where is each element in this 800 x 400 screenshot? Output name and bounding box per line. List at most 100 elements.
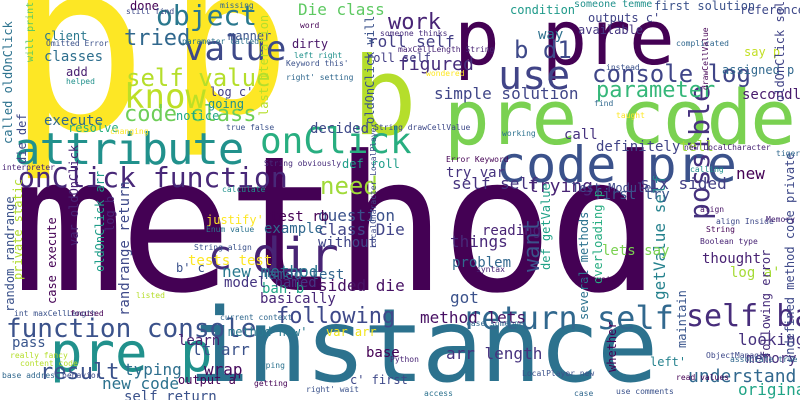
word-roll-self-small: roll self (366, 51, 432, 65)
word-log-a: log a' (730, 265, 781, 281)
word-client: client (44, 29, 88, 43)
word-function-console: function console (6, 314, 257, 344)
word-return-self: return self (462, 299, 674, 337)
word-tried: tried (124, 26, 191, 51)
word-true-false: true false (226, 123, 275, 132)
word-output-a: output a' (178, 373, 244, 387)
word-definitely: definitely (596, 139, 681, 155)
word-die-class: Die class (298, 0, 385, 19)
word-drawcellvalue: drawCellValue (701, 27, 710, 90)
word-wondered: wondered (426, 69, 465, 78)
word-without: without (318, 235, 378, 251)
word-private-static: private static (11, 178, 25, 280)
word-read-values: read values (676, 373, 729, 382)
word-changing: changing (110, 127, 149, 136)
word-left: left' (650, 355, 687, 369)
word-calculate: calculate (222, 185, 266, 194)
word-class-die: class Die (318, 220, 405, 239)
word-error-keyword: Error Keyword (446, 155, 509, 164)
word-associate-true: associate true (730, 355, 798, 364)
word-right-wait: right' wait (306, 385, 359, 394)
word-string-obviously: String obviously (264, 159, 342, 168)
word-basically: basically (260, 291, 336, 307)
word-instance: instance (188, 287, 658, 400)
word-lt-arr: lt arr (192, 340, 250, 359)
word-typing-small: typing (256, 361, 285, 370)
word-p-large: p (6, 0, 149, 185)
word-wrap: wrap (204, 360, 243, 379)
word-current-context: current context (220, 313, 293, 322)
word-helped: helped (66, 77, 95, 86)
word-assigned-p: assigned p (722, 63, 795, 77)
word-calling: calling (690, 165, 724, 174)
word-base: base (366, 345, 400, 361)
word-die-def: die def (15, 113, 29, 164)
word-var-arr: var arr (326, 325, 377, 339)
word-understand: understand (688, 366, 797, 387)
word-done: done (130, 0, 159, 13)
word-following-error: following error (759, 249, 773, 358)
word-problem: problem (452, 255, 512, 271)
word-method-lets: method lets (420, 308, 526, 327)
word-add: add (66, 65, 88, 79)
word-overloading-p: overloading p (591, 190, 605, 284)
word-arr-length: arr length (446, 344, 543, 363)
word-reading: reading (482, 223, 542, 239)
word-looking: looking (738, 330, 800, 349)
word-tigers: tigers (776, 149, 800, 158)
word-try-var: try var (446, 165, 506, 181)
word-onclick: onClick (260, 121, 412, 162)
word-first-try: first try (594, 187, 670, 203)
word-classes: classes (44, 49, 104, 65)
word-base-address: base address' (2, 371, 65, 380)
word-memory: memory (746, 351, 797, 367)
word-objectmanager: ObjectManager (706, 351, 769, 360)
word-c: c (208, 233, 233, 279)
word-self-return: self return (124, 389, 217, 400)
word-new-method: new method (222, 262, 319, 281)
word-p-pre: p pre (454, 0, 675, 82)
word-taught: taught (616, 111, 645, 120)
word-left-right: left right (294, 51, 343, 60)
word-randrange-return: randrange return (117, 181, 133, 316)
word-condition: condition (510, 3, 576, 17)
word-dirty: dirty (292, 37, 329, 51)
word-self-ban: self ban (686, 299, 800, 334)
word-know: know (124, 77, 206, 117)
word-outputs-c: outputs c' (588, 11, 661, 25)
word-oldonclick-self: oldOnClick self (773, 0, 787, 102)
word-pass: pass (12, 335, 46, 351)
word-b-large: b (352, 35, 418, 160)
word-getting: getting (254, 379, 288, 388)
word-onclick-function: onClick function (18, 161, 288, 194)
word-will-print: will print (25, 1, 36, 62)
word-maxcelllength-string: maxCellLength String (398, 45, 495, 54)
word-interpreter: interpreter (2, 163, 55, 172)
word-attribute: attribute (14, 124, 244, 175)
word-oldonclick-will: oldOnClick will (363, 15, 377, 124)
word-pre-code-large: pre code (444, 73, 796, 162)
word-manner: manner (228, 29, 272, 43)
word-six-sided: six sided (640, 174, 727, 193)
word-named-test: named test (260, 267, 345, 283)
word-tests-test: tests test (188, 253, 273, 269)
word-several-methods: several methods (577, 211, 591, 320)
word-called-oldonclick: called oldOnClick (1, 21, 15, 144)
word-log-b: log b (103, 195, 117, 232)
word-omitted-error: Omitted Error (46, 39, 109, 48)
word-console-log: console log (592, 60, 751, 88)
word-parameter: parameter (596, 78, 716, 103)
word-align-inside: align Inside (716, 217, 774, 226)
word-keyword-this: Keyword this' (286, 59, 349, 68)
word-localcharacter-localplayer: LocalCharacter LocalPlayer (369, 122, 378, 248)
word-working: working (502, 129, 536, 138)
word-test-rb: test rb (270, 209, 330, 225)
word-pre-p: pre p (50, 321, 213, 384)
word-question: question (318, 206, 396, 225)
word-right-setting: right' setting (286, 73, 354, 82)
word-whether: whether (605, 321, 619, 372)
word-reference: reference (740, 3, 800, 17)
word-case-execute: case execute (45, 217, 59, 304)
word-way: way (538, 27, 564, 43)
